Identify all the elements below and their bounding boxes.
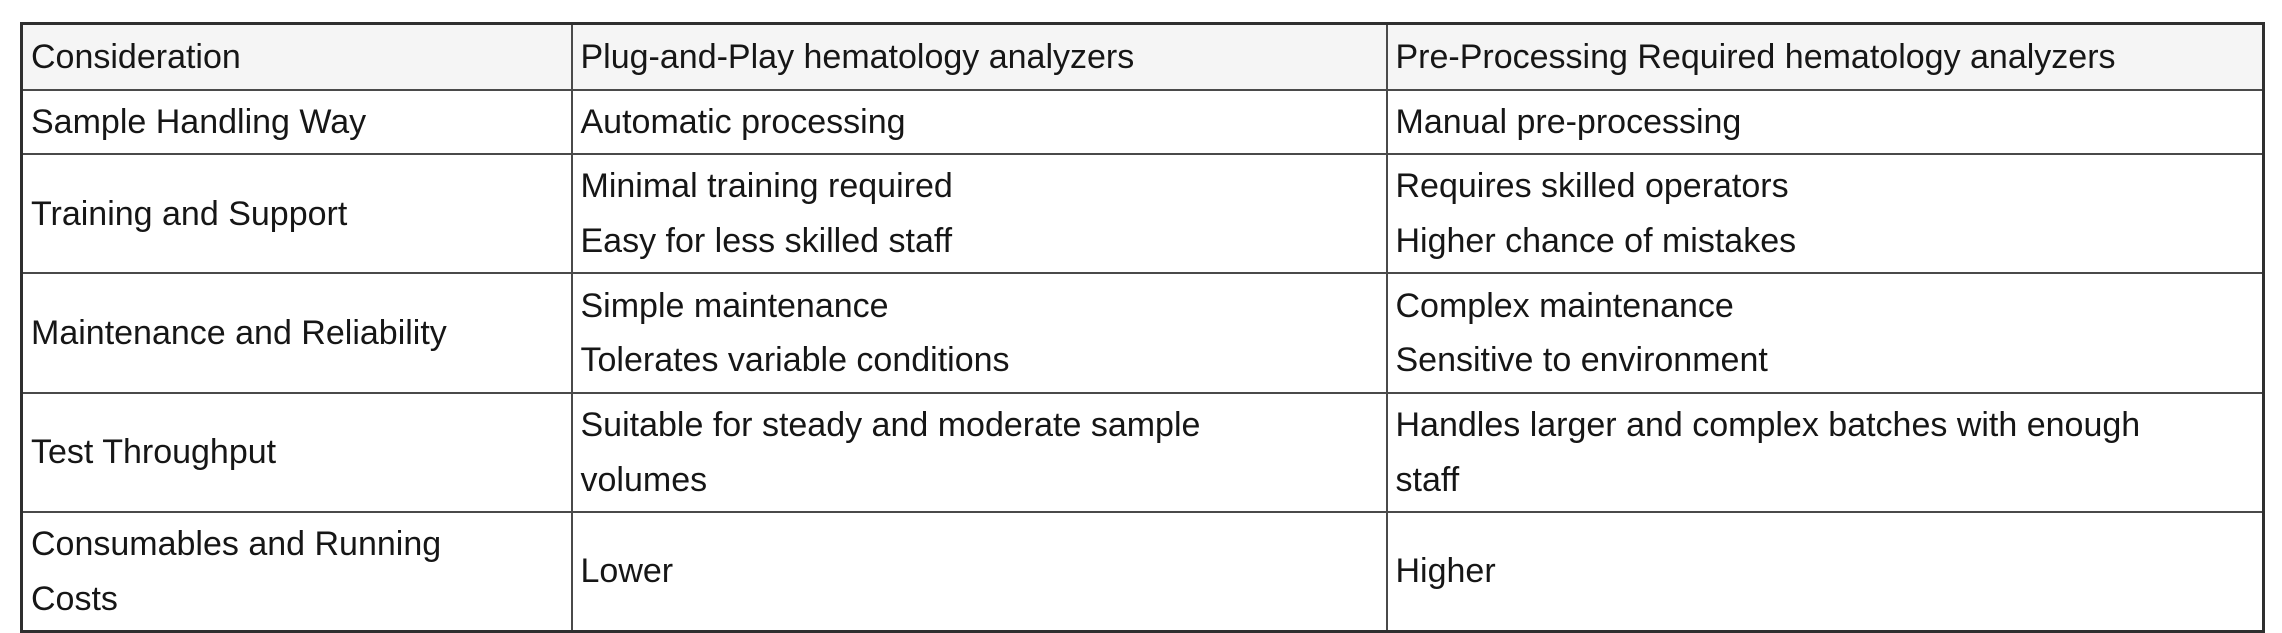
cell-text: Automatic processing [580,103,906,141]
cell-text: Lower [580,552,674,591]
column-header-plug-and-play: Plug-and-Play hematology analyzers [570,22,1388,91]
header-row: Consideration Plug-and-Play hematology a… [20,22,2265,91]
cell-consideration: Training and Support [20,153,573,275]
cell-pre-processing: Handles larger and complex batches with … [1385,392,2265,514]
cell-text: Sample Handling Way [31,103,367,141]
cell-text: Handles larger and complex batches with … [1395,406,2141,499]
column-header-label: Plug-and-Play hematology analyzers [580,37,1135,76]
cell-text: Higher [1395,552,1496,591]
cell-pre-processing: Manual pre-processing [1385,88,2265,156]
column-header-consideration: Consideration [20,22,573,91]
column-header-pre-processing: Pre-Processing Required hematology analy… [1385,22,2265,91]
cell-pre-processing: Higher [1385,511,2265,633]
cell-plug-and-play: Simple maintenance Tolerates variable co… [570,272,1388,395]
cell-text: Complex maintenance Sensitive to environ… [1395,286,1768,380]
cell-text: Requires skilled operators Higher chance… [1395,167,1797,260]
cell-consideration: Test Throughput [20,392,573,514]
cell-text: Test Throughput [31,433,277,472]
cell-consideration: Maintenance and Reliability [20,272,573,395]
cell-text: Minimal training required Easy for less … [580,167,953,260]
table-body: Sample Handling Way Automatic processing… [20,88,2265,633]
table-header: Consideration Plug-and-Play hematology a… [20,22,2265,91]
cell-text: Consumables and Running Costs [31,525,442,618]
hematology-analyzers-comparison-table: Consideration Plug-and-Play hematology a… [20,22,2265,633]
column-header-label: Consideration [31,37,241,76]
cell-text: Manual pre-processing [1395,103,1742,141]
cell-text: Training and Support [31,194,348,233]
cell-plug-and-play: Suitable for steady and moderate sample … [570,392,1388,514]
cell-pre-processing: Requires skilled operators Higher chance… [1385,153,2265,275]
cell-pre-processing: Complex maintenance Sensitive to environ… [1385,272,2265,395]
column-header-label: Pre-Processing Required hematology analy… [1395,37,2116,76]
table-row-maintenance-reliability: Maintenance and Reliability Simple maint… [20,272,2265,395]
cell-plug-and-play: Minimal training required Easy for less … [570,153,1388,275]
table-row-training-support: Training and Support Minimal training re… [20,153,2265,275]
cell-text: Suitable for steady and moderate sample … [580,406,1201,499]
cell-consideration: Consumables and Running Costs [20,511,573,633]
cell-text: Maintenance and Reliability [31,313,447,352]
table-row-sample-handling: Sample Handling Way Automatic processing… [20,88,2265,156]
cell-consideration: Sample Handling Way [20,88,573,156]
table-row-consumables-costs: Consumables and Running Costs Lower High… [20,511,2265,633]
table-row-test-throughput: Test Throughput Suitable for steady and … [20,392,2265,514]
cell-text: Simple maintenance Tolerates variable co… [580,286,1010,380]
cell-plug-and-play: Lower [570,511,1388,633]
cell-plug-and-play: Automatic processing [570,88,1388,156]
